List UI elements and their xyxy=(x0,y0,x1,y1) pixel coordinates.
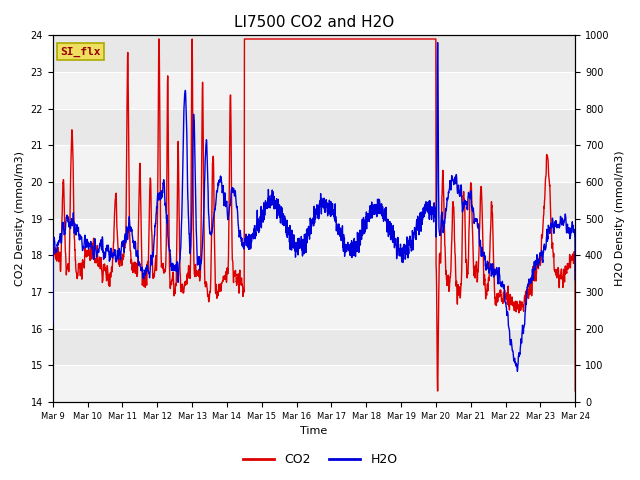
Bar xyxy=(52,365,575,402)
X-axis label: Time: Time xyxy=(300,426,328,436)
Y-axis label: H2O Density (mmol/m3): H2O Density (mmol/m3) xyxy=(615,151,625,287)
Legend: CO2, H2O: CO2, H2O xyxy=(237,448,403,471)
Title: LI7500 CO2 and H2O: LI7500 CO2 and H2O xyxy=(234,15,394,30)
Bar xyxy=(52,72,575,108)
Bar xyxy=(52,292,575,329)
Y-axis label: CO2 Density (mmol/m3): CO2 Density (mmol/m3) xyxy=(15,151,25,286)
Bar xyxy=(52,145,575,182)
Bar xyxy=(52,218,575,255)
Text: SI_flx: SI_flx xyxy=(61,47,101,57)
